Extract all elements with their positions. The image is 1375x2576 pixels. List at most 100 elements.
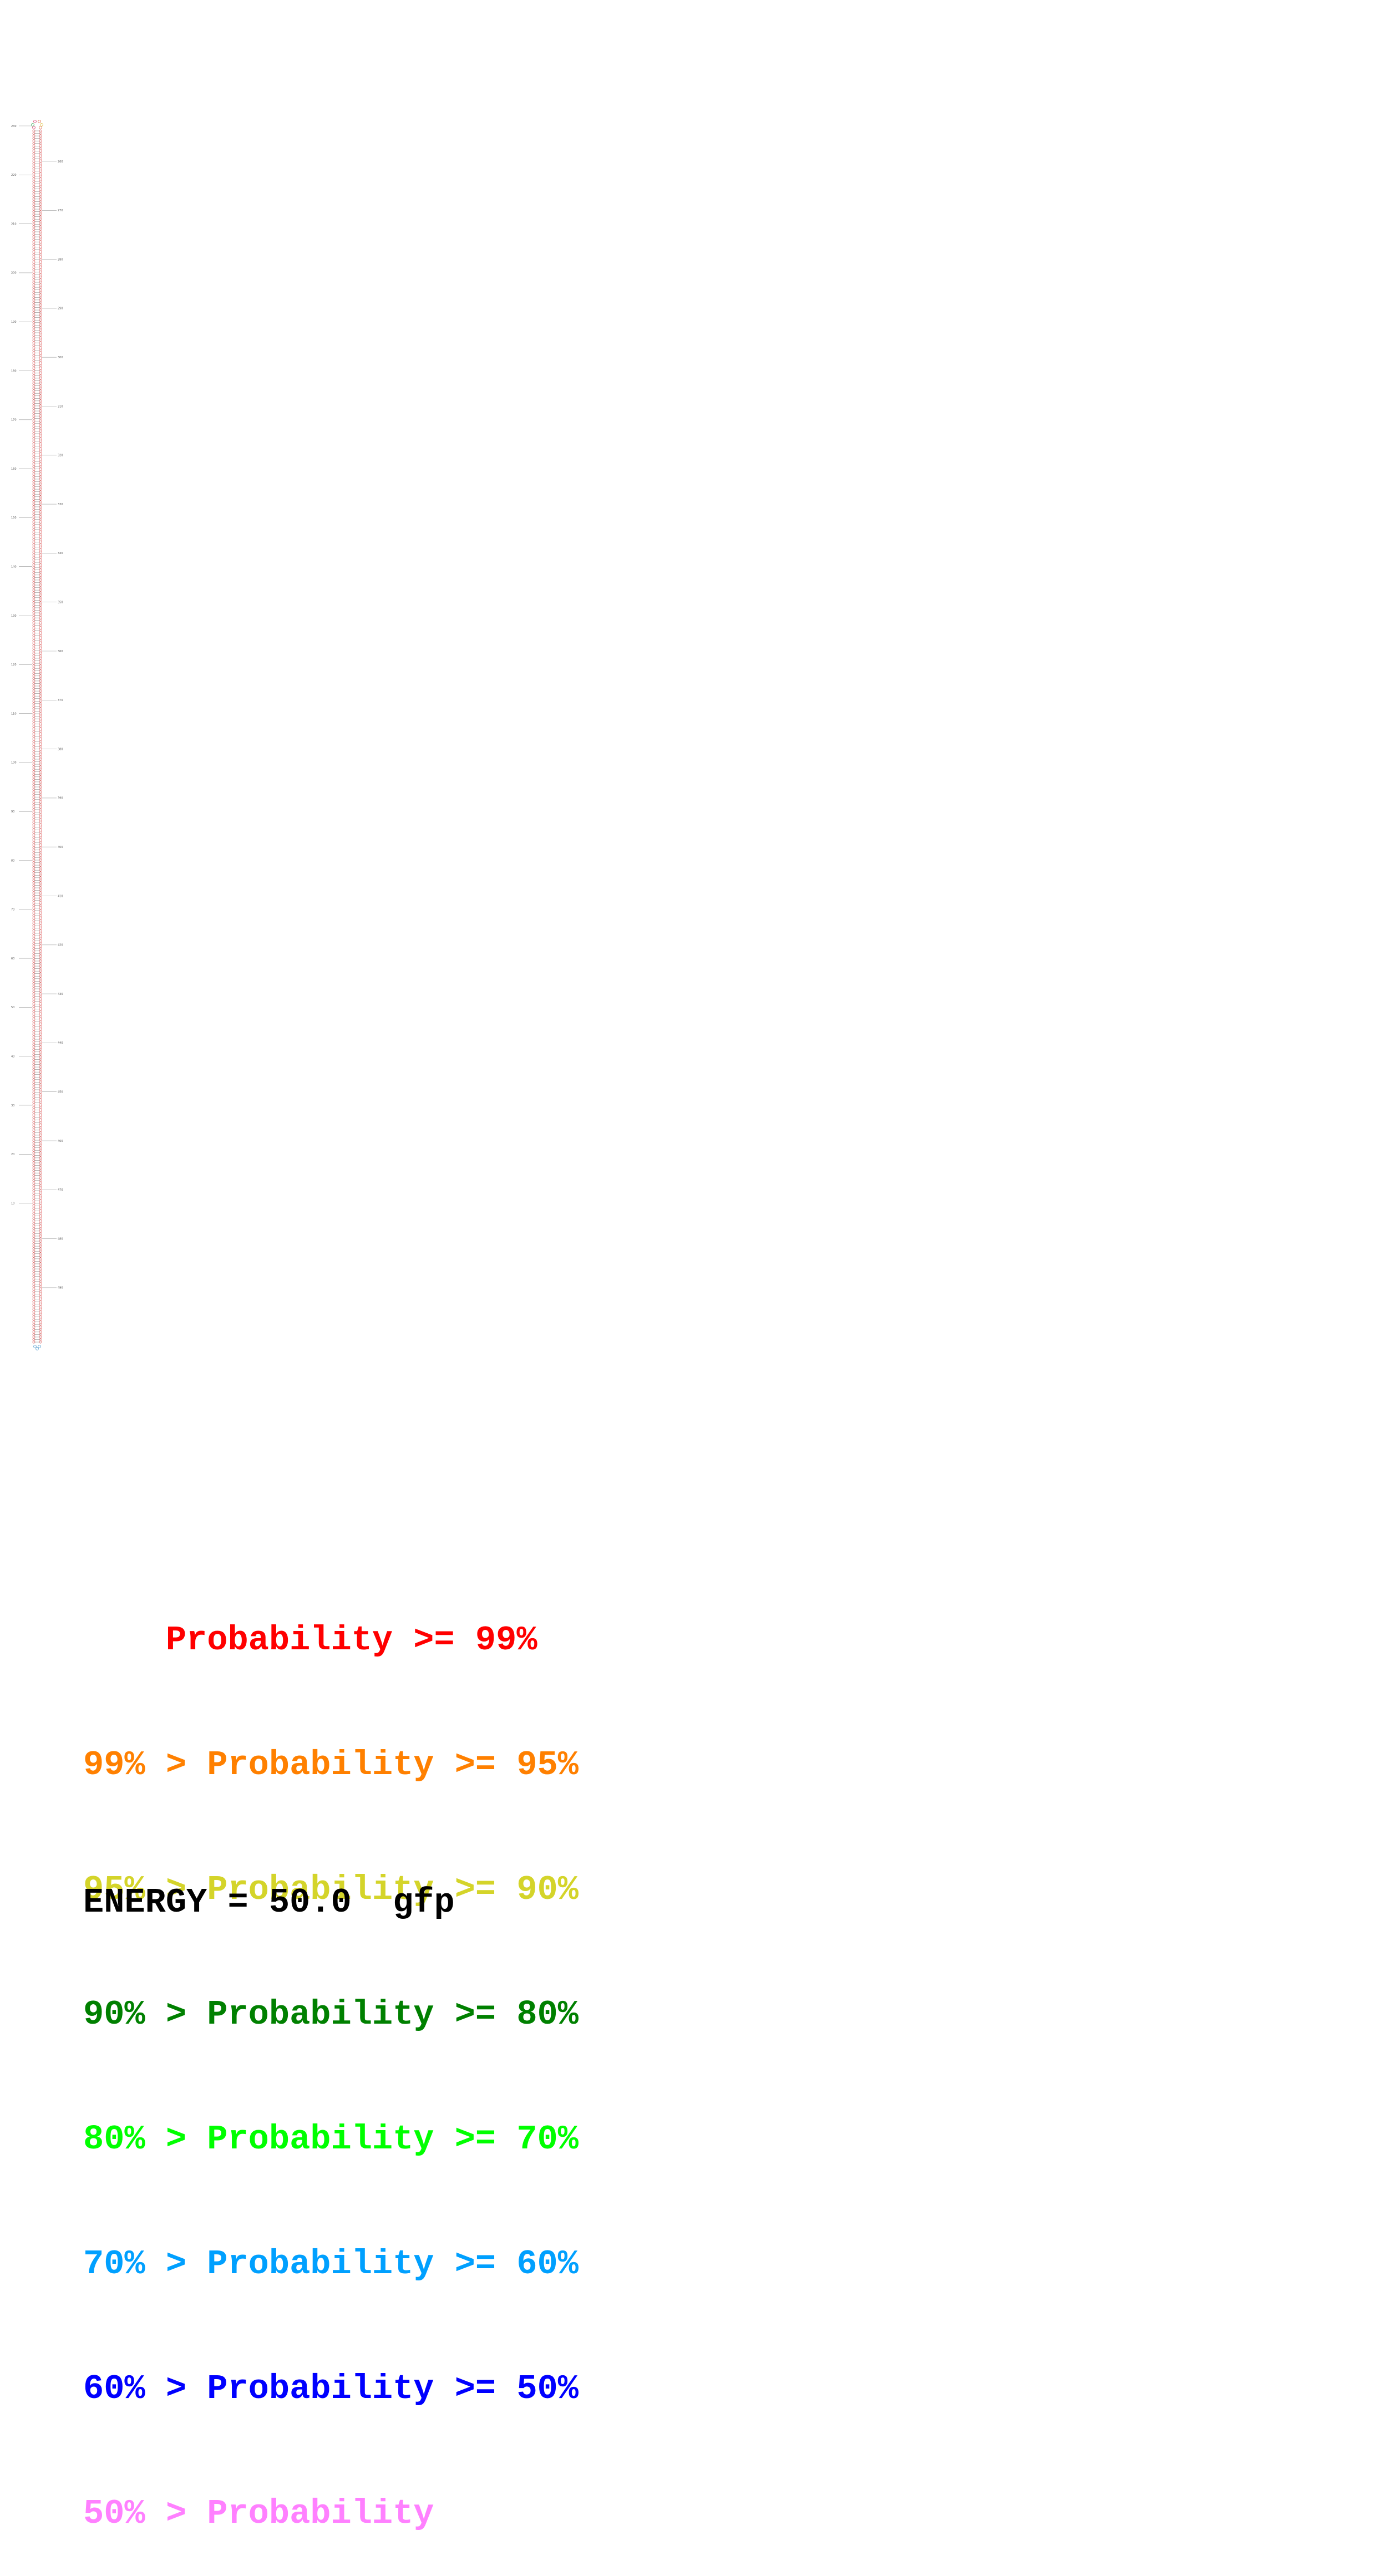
base-ring [39, 758, 42, 761]
base-ring [39, 1025, 42, 1028]
rna-secondary-structure: 230 220 210 200 190 180 170 160 150 140 130 120 110 1… [11, 120, 63, 1350]
base-ring [32, 647, 35, 650]
base-ring [39, 1315, 42, 1318]
tick-label-left: 70 [11, 908, 14, 912]
base-ring [39, 652, 42, 655]
base-ring [32, 1068, 35, 1071]
base-ring [39, 1030, 42, 1033]
base-ring [39, 886, 42, 890]
tick-label-left: 220 [11, 174, 17, 177]
tick-label-right: 310 [58, 405, 63, 408]
base-ring [39, 245, 42, 248]
tick-label-left: 90 [11, 810, 14, 814]
legend-lead: 90% > [83, 1995, 207, 2034]
base-ring [39, 149, 42, 153]
base-ring [39, 1013, 42, 1015]
base-ring [39, 748, 42, 751]
base-ring [39, 715, 42, 718]
base-ring [32, 1202, 35, 1205]
base-ring [32, 1265, 35, 1268]
base-ring [32, 861, 35, 864]
base-ring [32, 1325, 35, 1329]
base-ring [39, 513, 42, 516]
base-ring [39, 487, 42, 491]
base-ring [39, 740, 42, 743]
base-ring [32, 1119, 35, 1122]
base-ring [39, 795, 42, 799]
base-ring [39, 187, 42, 191]
base-ring [32, 987, 35, 990]
base-ring [32, 962, 35, 965]
base-ring [32, 644, 35, 647]
base-ring [39, 593, 42, 597]
base-ring [39, 1048, 42, 1051]
base-ring [39, 1111, 42, 1114]
base-ring [32, 1259, 35, 1263]
base-ring [39, 684, 42, 688]
base-ring [39, 1277, 42, 1281]
tick-label-left: 40 [11, 1055, 14, 1059]
base-ring [32, 878, 35, 882]
base-ring [32, 1225, 35, 1228]
base-ring [32, 891, 35, 895]
base-ring [39, 1131, 42, 1134]
base-ring [39, 1023, 42, 1026]
base-ring [39, 1325, 42, 1329]
base-ring [39, 917, 42, 920]
base-ring [39, 1018, 42, 1021]
base-ring [39, 1101, 42, 1104]
legend-text: Probability >= 60% [207, 2244, 579, 2284]
base-ring [32, 1234, 35, 1238]
base-ring [32, 1209, 35, 1212]
base-ring [32, 1242, 35, 1245]
base-ring [39, 137, 42, 140]
base-ring [32, 732, 35, 735]
tick-label-left: 60 [11, 957, 14, 961]
base-ring [39, 657, 42, 660]
legend-text: Probability >= 80% [207, 1995, 579, 2034]
base-ring [32, 740, 35, 743]
base-ring [39, 583, 42, 587]
base-ring [39, 298, 42, 302]
base-ring [32, 1328, 35, 1331]
base-ring [39, 283, 42, 286]
base-ring [32, 1179, 35, 1182]
base-ring [32, 1043, 35, 1046]
base-ring [32, 984, 35, 988]
base-ring [32, 1088, 35, 1091]
base-ring [32, 1114, 35, 1116]
base-rings [32, 129, 42, 1344]
tick-label-right: 370 [58, 699, 63, 702]
base-ring [39, 689, 42, 693]
base-ring [39, 639, 42, 642]
base-ring [32, 593, 35, 597]
base-ring [32, 770, 35, 774]
base-ring [39, 899, 42, 902]
base-ring [39, 1265, 42, 1268]
base-ring [32, 745, 35, 748]
base-ring [32, 710, 35, 713]
base-ring [39, 1323, 42, 1326]
base-ring [32, 912, 35, 914]
base-ring [32, 1141, 35, 1144]
base-ring [32, 722, 35, 725]
base-ring [39, 139, 42, 143]
base-ring [39, 311, 42, 314]
base-ring [39, 896, 42, 900]
base-ring [39, 853, 42, 857]
tick-label-right: 450 [58, 1091, 63, 1094]
base-ring [32, 1111, 35, 1114]
base-ring [32, 238, 35, 241]
tick-label-right: 330 [58, 503, 63, 506]
base-ring [39, 631, 42, 634]
base-ring [32, 1318, 35, 1321]
base-ring [32, 450, 35, 453]
base-ring [39, 1310, 42, 1313]
base-ring [39, 972, 42, 975]
base-ring [39, 362, 42, 365]
base-ring [39, 962, 42, 965]
base-ring [39, 220, 42, 223]
base-ring [32, 487, 35, 491]
legend-line-1: Probability >= 99% [83, 1619, 579, 1661]
base-ring [39, 745, 42, 748]
